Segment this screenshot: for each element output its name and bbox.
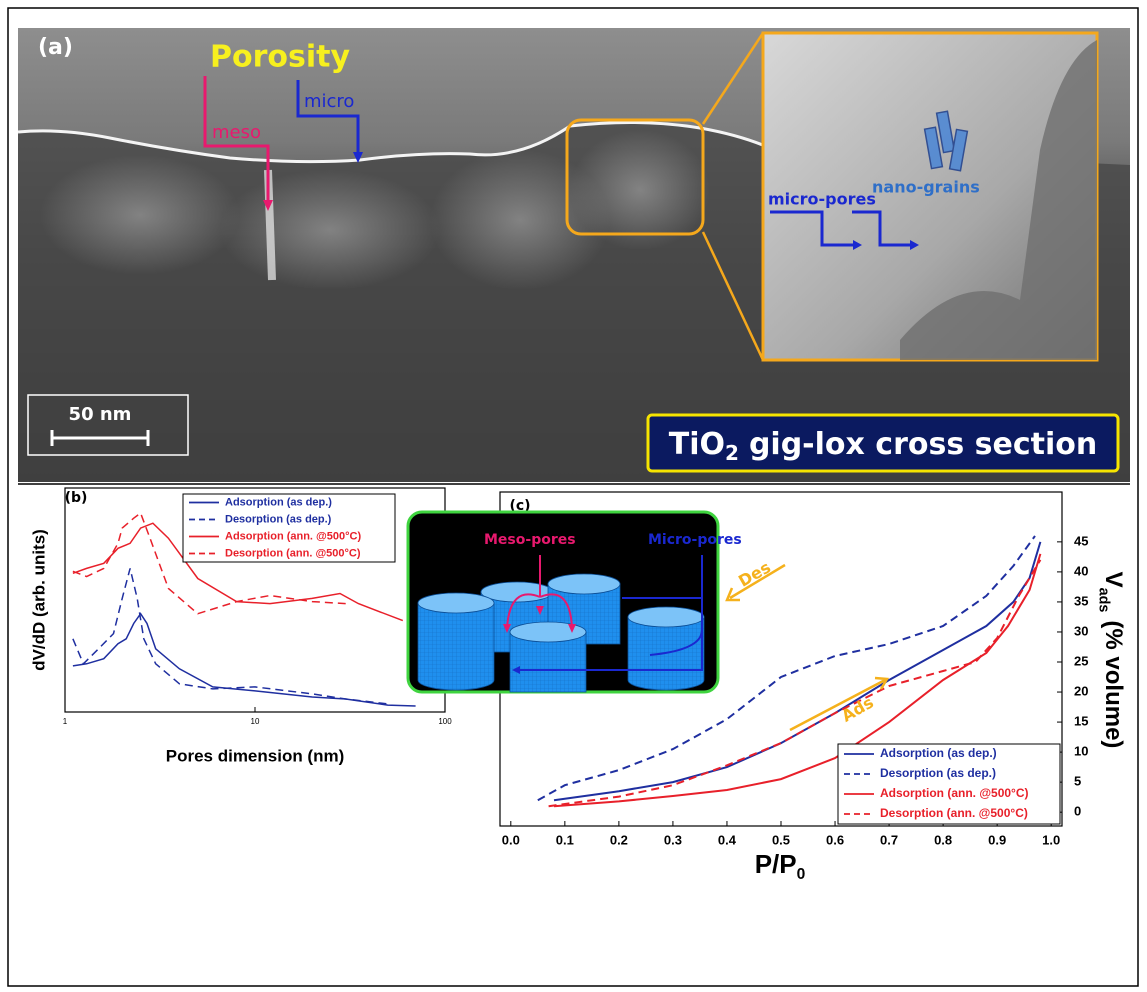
x-tick-label: 0.7	[880, 832, 898, 847]
y-tick-label: 40	[1074, 563, 1088, 578]
y-tick-label: 45	[1074, 533, 1088, 548]
legend-label: Adsorption (as dep.)	[880, 746, 997, 760]
series-line	[72, 612, 416, 707]
inset-label: Meso-pores	[484, 532, 576, 548]
series-line	[72, 511, 346, 615]
x-tick-label: 0.3	[664, 832, 682, 847]
y-tick-label: 5	[1074, 774, 1081, 789]
des-arrow	[725, 563, 786, 602]
y-axis-label: Vads (% volume)	[1096, 572, 1127, 749]
panel-label: (a)	[38, 35, 73, 60]
legend-label: Desorption (as dep.)	[880, 766, 996, 780]
ads-arrow	[789, 676, 890, 732]
y-tick-label: 15	[1074, 714, 1088, 729]
tem-image	[17, 28, 1130, 482]
y-axis-label-text: V	[1100, 572, 1127, 588]
x-axis-label-text: P/P	[755, 849, 797, 879]
series-line	[553, 541, 1042, 802]
legend-label: Desorption (ann. @500°C)	[880, 806, 1028, 820]
inset-label: Micro-pores	[648, 532, 742, 548]
y-axis-label-subscript: ads	[1096, 588, 1112, 613]
panel-label: (c)	[509, 498, 530, 514]
legend-label: Desorption (ann. @500°C)	[225, 547, 361, 559]
panel-label: (b)	[65, 490, 88, 506]
x-axis-label: Pores dimension (nm)	[166, 746, 345, 765]
series-line	[72, 568, 388, 705]
x-tick-label: 0.8	[934, 832, 952, 847]
y-tick-label: 35	[1074, 593, 1088, 608]
caption: TiO2 gig-lox cross section	[669, 427, 1097, 465]
series-line	[72, 522, 404, 622]
y-axis-label: dV/dD (arb. units)	[29, 529, 48, 671]
x-tick-label: 0.0	[502, 832, 520, 847]
x-axis-label-subscript: 0	[797, 866, 806, 883]
x-tick-label: 0.2	[610, 832, 628, 847]
series-line	[553, 553, 1042, 808]
series-line	[537, 535, 1036, 802]
caption-formula: TiO	[669, 427, 725, 462]
x-tick-label: 1	[63, 717, 68, 726]
x-tick-label: 0.5	[772, 832, 790, 847]
legend-label: Adsorption (ann. @500°C)	[880, 786, 1029, 800]
y-axis-label-rest: (% volume)	[1100, 620, 1127, 748]
series-line	[548, 559, 1042, 808]
x-tick-label: 0.1	[556, 832, 574, 847]
x-tick-label: 100	[438, 717, 452, 726]
x-tick-label: 1.0	[1042, 832, 1060, 847]
porosity-label: Porosity	[210, 40, 350, 75]
y-tick-label: 25	[1074, 653, 1088, 668]
y-tick-label: 30	[1074, 623, 1088, 638]
scale-bar-label: 50 nm	[69, 404, 132, 425]
legend-label: Desorption (as dep.)	[225, 513, 332, 525]
legend-label: Adsorption (ann. @500°C)	[225, 530, 361, 542]
micro-label: micro	[304, 91, 354, 112]
y-tick-label: 20	[1074, 683, 1088, 698]
meso-label: meso	[212, 122, 261, 143]
y-tick-label: 10	[1074, 744, 1088, 759]
caption-rest: gig-lox cross section	[749, 427, 1097, 462]
y-tick-label: 0	[1074, 804, 1081, 819]
legend-label: Adsorption (as dep.)	[225, 496, 332, 508]
x-tick-label: 0.4	[718, 832, 737, 847]
legend-box	[182, 493, 396, 563]
pore-diagram	[406, 510, 720, 694]
caption-subscript: 2	[725, 441, 739, 465]
legend-box	[837, 743, 1061, 825]
x-tick-label: 10	[251, 717, 260, 726]
x-tick-label: 0.9	[988, 832, 1006, 847]
micro-pores-label: micro-pores	[768, 190, 876, 209]
x-axis-label: P/P0	[755, 849, 806, 883]
x-tick-label: 0.6	[826, 832, 844, 847]
nano-grains-label: nano-grains	[872, 178, 980, 197]
